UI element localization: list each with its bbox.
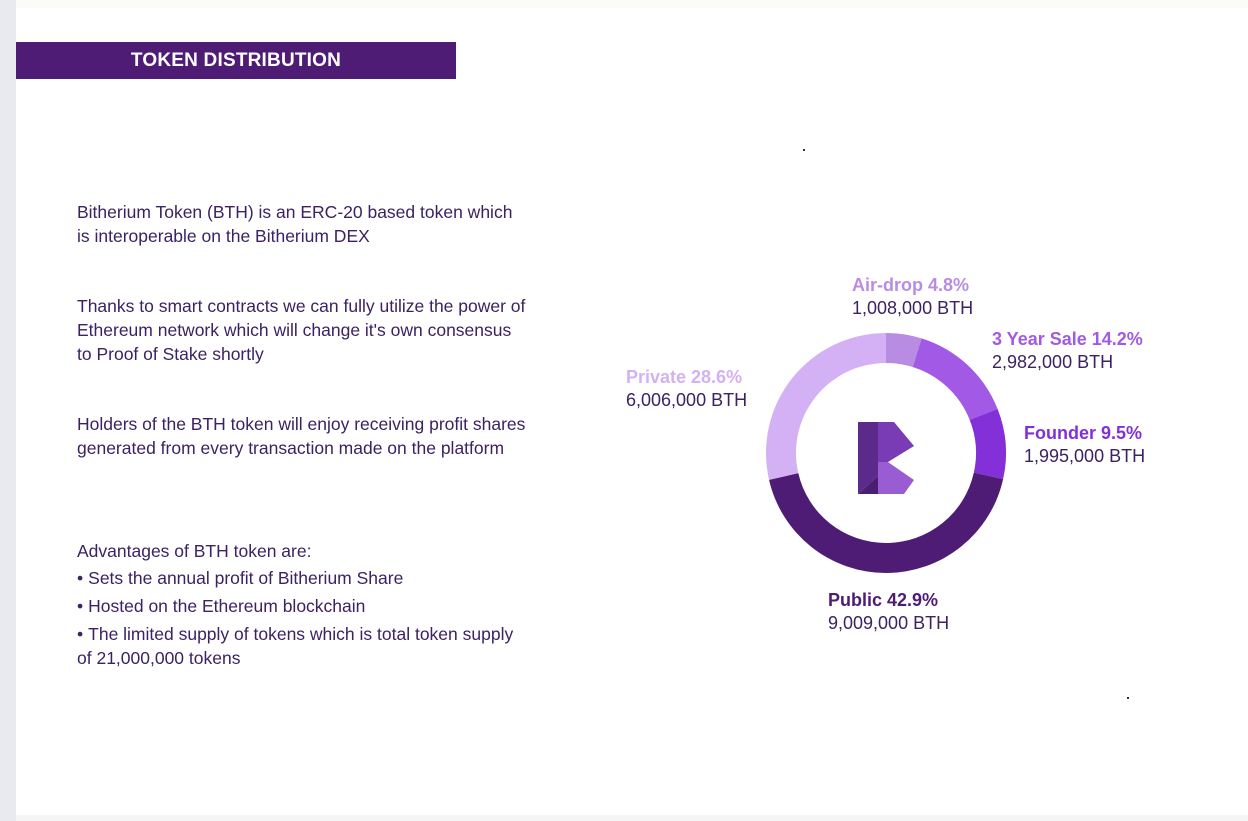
holders-paragraph: Holders of the BTH token will enjoy rece…	[77, 414, 526, 458]
slice-label-percent: 3 Year Sale 14.2%	[992, 329, 1143, 349]
slice-label-founder: Founder 9.5% 1,995,000 BTH	[1024, 422, 1145, 468]
slice-label-percent: Private 28.6%	[626, 367, 743, 387]
left-page-edge	[0, 0, 16, 821]
intro-paragraph: Bitherium Token (BTH) is an ERC-20 based…	[77, 202, 513, 246]
advantages-title: Advantages of BTH token are:	[77, 541, 312, 561]
slice-label-private: Private 28.6% 6,006,000 BTH	[626, 366, 747, 412]
bullet-mark: •	[77, 568, 84, 588]
bitherium-logo-icon	[858, 422, 914, 494]
advantage-text: The limited supply of tokens which is to…	[77, 624, 514, 668]
donut-slice-private	[766, 333, 886, 480]
advantages-list: • Sets the annual profit of Bitherium Sha…	[77, 566, 527, 670]
slice-label-amount: 9,009,000 BTH	[828, 613, 950, 633]
slice-label-3-year-sale: 3 Year Sale 14.2% 2,982,000 BTH	[992, 328, 1143, 374]
advantage-text: Sets the annual profit of Bitherium Shar…	[88, 568, 404, 588]
donut-slice-3-year-sale	[912, 338, 998, 420]
bottom-page-edge	[16, 815, 1248, 821]
slice-label-percent: Public 42.9%	[828, 590, 939, 610]
slice-label-air-drop: Air-drop 4.8% 1,008,000 BTH	[852, 274, 973, 320]
bullet-mark: •	[77, 596, 84, 616]
slice-label-amount: 1,995,000 BTH	[1024, 446, 1146, 466]
slice-label-public: Public 42.9% 9,009,000 BTH	[828, 589, 949, 635]
section-title: TOKEN DISTRIBUTION	[130, 49, 342, 71]
advantage-item: • Hosted on the Ethereum blockchain	[77, 594, 527, 618]
advantage-item: • Sets the annual profit of Bitherium Sha…	[77, 566, 527, 590]
stray-dot	[803, 149, 805, 151]
smart-contracts-paragraph: Thanks to smart contracts we can fully u…	[77, 296, 526, 364]
slice-label-percent: Founder 9.5%	[1024, 423, 1143, 443]
section-header-banner: TOKEN DISTRIBUTION	[16, 42, 456, 79]
slice-label-amount: 2,982,000 BTH	[992, 352, 1114, 372]
bullet-mark: •	[77, 624, 84, 644]
advantages-block: Advantages of BTH token are: • Sets the a…	[77, 539, 527, 674]
top-page-edge	[16, 0, 1248, 8]
donut-slices	[766, 333, 1006, 573]
slice-label-amount: 6,006,000 BTH	[626, 390, 748, 410]
donut-slice-founder	[969, 408, 1006, 480]
slice-label-amount: 1,008,000 BTH	[852, 298, 974, 318]
stray-dot	[1127, 697, 1129, 699]
donut-slice-public	[769, 472, 1004, 573]
advantage-item: • The limited supply of tokens which is t…	[77, 622, 527, 670]
advantage-text: Hosted on the Ethereum blockchain	[88, 596, 366, 616]
donut-slice-air-drop	[886, 333, 922, 368]
slice-label-percent: Air-drop 4.8%	[852, 275, 970, 295]
